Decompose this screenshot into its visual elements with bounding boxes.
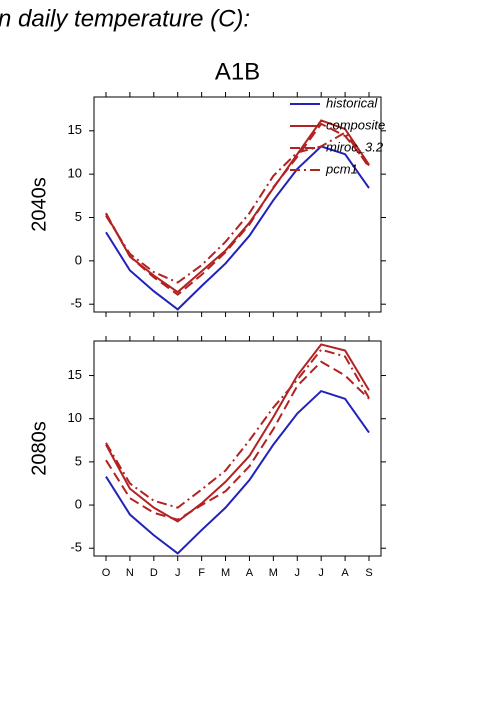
x-tick-label: F [198,567,205,579]
series-line [105,360,370,521]
panel-title: A1B [215,58,260,85]
legend-label: historical [326,95,378,110]
y-axis-label: 2080s [28,421,50,476]
series-line [105,389,370,555]
series-line [105,119,370,294]
x-tick-label: J [175,567,181,579]
y-tick-label: 5 [75,453,82,468]
y-tick-label: 10 [68,410,82,425]
series-line [105,122,370,296]
series-line [105,131,370,284]
plot-frame [93,96,382,313]
y-tick-label: 5 [75,209,82,224]
x-tick-label: D [150,567,158,579]
y-tick-label: 10 [68,166,82,181]
y-tick-label: -5 [70,296,82,311]
y-axis-label: 2040s [28,177,50,232]
x-tick-label: N [126,567,134,579]
legend-label: composite [326,117,385,132]
x-tick-label: A [341,567,349,579]
y-tick-label: 0 [75,252,82,267]
y-tick-label: 0 [75,496,82,511]
x-tick-label: J [295,567,301,579]
series-line [105,343,370,523]
legend-label: pcm1 [325,161,358,176]
y-tick-label: -5 [70,540,82,555]
y-tick-label: 15 [68,367,82,382]
x-tick-label: M [221,567,230,579]
y-tick-label: 15 [68,122,82,137]
series-line [105,145,370,311]
x-tick-label: J [318,567,324,579]
page-title: n daily temperature (C): [0,5,250,32]
x-tick-label: A [246,567,254,579]
x-tick-label: O [102,567,111,579]
plot-frame [93,340,382,557]
x-tick-label: M [269,567,278,579]
x-tick-label: S [365,567,372,579]
series-line [105,348,370,509]
